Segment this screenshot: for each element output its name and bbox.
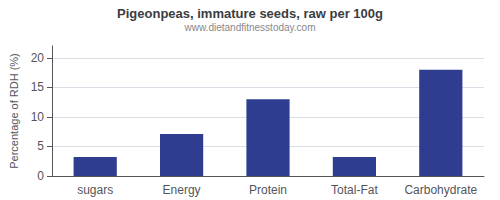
svg-text:Energy: Energy	[163, 183, 201, 197]
svg-text:0: 0	[37, 169, 44, 183]
svg-text:15: 15	[31, 80, 45, 94]
svg-text:5: 5	[37, 139, 44, 153]
svg-text:sugars: sugars	[77, 183, 113, 197]
svg-text:10: 10	[31, 110, 45, 124]
svg-text:Percentage of RDH (%): Percentage of RDH (%)	[8, 53, 20, 169]
svg-text:20: 20	[31, 51, 45, 65]
svg-text:Pigeonpeas, immature seeds, ra: Pigeonpeas, immature seeds, raw per 100g	[117, 6, 383, 21]
svg-text:Total-Fat: Total-Fat	[331, 183, 378, 197]
svg-text:Carbohydrate: Carbohydrate	[404, 183, 477, 197]
svg-text:Protein: Protein	[249, 183, 287, 197]
svg-text:www.dietandfitnesstoday.com: www.dietandfitnesstoday.com	[184, 22, 316, 33]
